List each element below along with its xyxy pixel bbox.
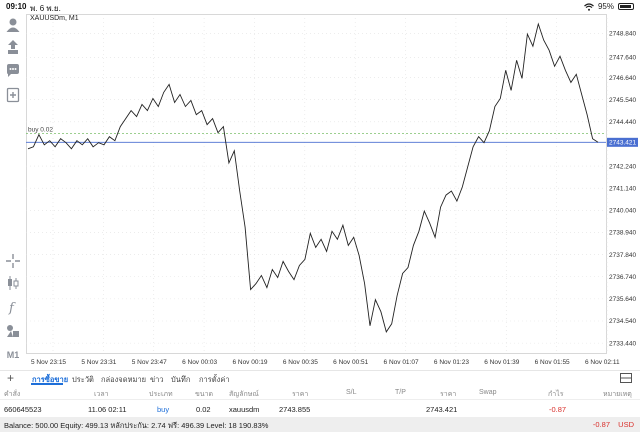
tab-mailbox[interactable]: กล่องจดหมาย [101, 375, 147, 384]
x-tick-label: 6 Nov 00:03 [182, 359, 217, 366]
x-tick-label: 5 Nov 23:31 [81, 359, 116, 366]
position-current-price: 2743.421 [426, 405, 458, 414]
wifi-icon [584, 2, 594, 11]
x-tick-label: 6 Nov 01:39 [484, 359, 519, 366]
header-time: เวลา [94, 391, 109, 398]
status-date: พ. 6 พ.ย. [30, 4, 61, 13]
y-tick-label: 2744.440 [609, 119, 636, 126]
chart-svg[interactable]: 2748.840 2747.640 2746.640 2745.540 2744.440… [26, 14, 640, 370]
tab-news[interactable]: ข่าว [150, 375, 164, 384]
total-profit: -0.87 [592, 420, 610, 429]
empty-area [0, 432, 640, 447]
header-profit: กำไร [548, 391, 564, 398]
tab-journal[interactable]: บันทึก [171, 375, 191, 384]
y-axis-labels: 2748.840 2747.640 2746.640 2745.540 2744.440… [609, 30, 636, 347]
x-tick-label: 6 Nov 00:19 [232, 359, 267, 366]
new-order-icon[interactable] [4, 86, 22, 104]
y-tick-label: 2748.840 [609, 30, 636, 37]
header-type: ประเภท [149, 391, 173, 398]
x-axis-labels: 5 Nov 23:15 5 Nov 23:31 5 Nov 23:47 6 Nov 0… [31, 359, 620, 366]
objects-shapes-icon[interactable] [4, 322, 22, 340]
battery-icon [618, 3, 634, 10]
header-price: ราคา [292, 391, 309, 398]
balance-summary: Balance: 500.00 Equity: 499.13 หลักประกั… [4, 421, 269, 430]
crosshair-icon[interactable] [4, 252, 22, 270]
header-order: คำสั่ง [4, 391, 21, 398]
trade-arrows-icon[interactable] [4, 38, 22, 56]
position-price: 2743.855 [279, 405, 311, 414]
chat-icon[interactable] [4, 62, 22, 80]
position-time: 11.06 02:11 [88, 405, 127, 414]
price-series-line [27, 22, 599, 333]
bottom-tab-bar: + การซื้อขาย ประวัติ กล่องจดหมาย ข่าว บั… [0, 370, 640, 385]
position-order: 660645523 [4, 405, 42, 414]
svg-text:f: f [8, 301, 16, 315]
y-tick-label: 2746.640 [609, 75, 636, 82]
y-tick-label: 2738.940 [609, 230, 636, 237]
y-tick-label: 2734.540 [609, 318, 636, 325]
position-symbol: xauusdm [229, 405, 260, 414]
y-tick-label: 2745.540 [609, 97, 636, 104]
table-row[interactable]: 660645523 11.06 02:11 buy 0.02 xauusdm 2… [0, 401, 640, 417]
x-tick-label: 6 Nov 00:51 [333, 359, 368, 366]
position-type: buy [157, 405, 170, 414]
chart-frame [26, 14, 607, 354]
y-tick-label: 2737.840 [609, 252, 636, 259]
header-tp: T/P [395, 389, 406, 396]
panel-toggle-icon[interactable] [620, 373, 632, 383]
battery-percent: 95% [597, 2, 614, 11]
y-tick-label: 2735.640 [609, 296, 636, 303]
positions-table-header: คำสั่ง เวลา ประเภท ขนาด สัญลักษณ์ ราคา S… [0, 386, 640, 400]
status-time: 09:10 [6, 2, 27, 11]
left-toolbar: f M1 [0, 14, 26, 369]
header-symbol: สัญลักษณ์ [229, 391, 259, 398]
tab-settings[interactable]: การตั้งค่า [199, 375, 230, 384]
y-tick-label: 2733.440 [609, 340, 636, 347]
x-tick-label: 6 Nov 01:07 [384, 359, 419, 366]
y-tick-label: 2736.740 [609, 274, 636, 281]
timeframe-button[interactable]: M1 [6, 350, 20, 360]
header-sl: S/L [346, 389, 357, 396]
status-bar: 09:10 พ. 6 พ.ย. 95% [0, 0, 640, 14]
add-icon[interactable]: + [7, 371, 15, 385]
x-tick-label: 6 Nov 01:23 [434, 359, 469, 366]
status-right: 95% [584, 2, 634, 11]
chart-grid [26, 14, 608, 354]
x-tick-label: 6 Nov 00:35 [283, 359, 318, 366]
y-tick-label: 2747.640 [609, 55, 636, 62]
indicator-f-icon[interactable]: f [4, 298, 22, 316]
position-profit: -0.87 [549, 405, 567, 414]
position-size: 0.02 [196, 405, 211, 414]
active-tab-indicator [31, 383, 63, 385]
header-comment: หมายเหตุ [603, 391, 632, 398]
y-tick-label: 2741.140 [609, 185, 636, 192]
tab-trade[interactable]: การซื้อขาย [32, 375, 69, 384]
current-price-tag [607, 137, 638, 147]
x-tick-label: 6 Nov 01:55 [535, 359, 570, 366]
account-balance-bar: Balance: 500.00 Equity: 499.13 หลักประกั… [0, 417, 640, 432]
candles-icon[interactable] [4, 274, 22, 292]
account-icon[interactable] [4, 16, 22, 34]
current-price-tag-text: 2743.421 [609, 140, 636, 147]
header-current-price: ราคา [440, 391, 457, 398]
header-size: ขนาด [195, 391, 214, 398]
header-swap: Swap [479, 389, 497, 396]
x-tick-label: 5 Nov 23:47 [132, 359, 167, 366]
symbol-timeframe-label: XAUUSDm, M1 [30, 15, 79, 22]
tab-history[interactable]: ประวัติ [72, 375, 94, 384]
y-tick-label: 2742.240 [609, 163, 636, 170]
y-tick-label: 2740.040 [609, 208, 636, 215]
x-tick-label: 5 Nov 23:15 [31, 359, 66, 366]
x-tick-label: 6 Nov 02:11 [585, 359, 620, 366]
price-chart[interactable]: 2748.840 2747.640 2746.640 2745.540 2744.440… [26, 14, 640, 370]
order-line-label: buy 0.02 [28, 127, 53, 134]
account-currency: USD [618, 420, 634, 429]
